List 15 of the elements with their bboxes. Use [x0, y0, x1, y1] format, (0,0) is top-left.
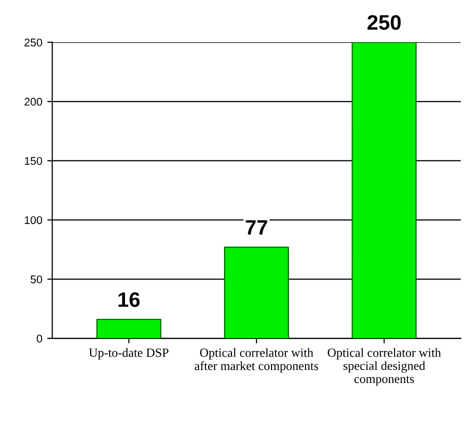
x-tick-label: Up-to-date DSP	[89, 348, 168, 360]
x-tick-label: Optical correlator with special designed components	[328, 348, 441, 386]
data-label: 16	[118, 292, 140, 307]
bar	[352, 42, 417, 338]
y-tick-label: 200	[24, 98, 42, 106]
y-tick-label: 250	[24, 38, 42, 46]
bar	[224, 246, 289, 338]
bar	[96, 318, 162, 338]
x-tick-label: Optical correlator with after market components	[194, 348, 318, 373]
data-label: 77	[246, 220, 268, 235]
data-label: 250	[368, 15, 401, 30]
y-tick-label: 100	[24, 216, 42, 224]
y-tick-label: 150	[24, 157, 42, 165]
y-tick-label: 0	[36, 334, 42, 343]
y-tick-label: 50	[30, 275, 42, 284]
